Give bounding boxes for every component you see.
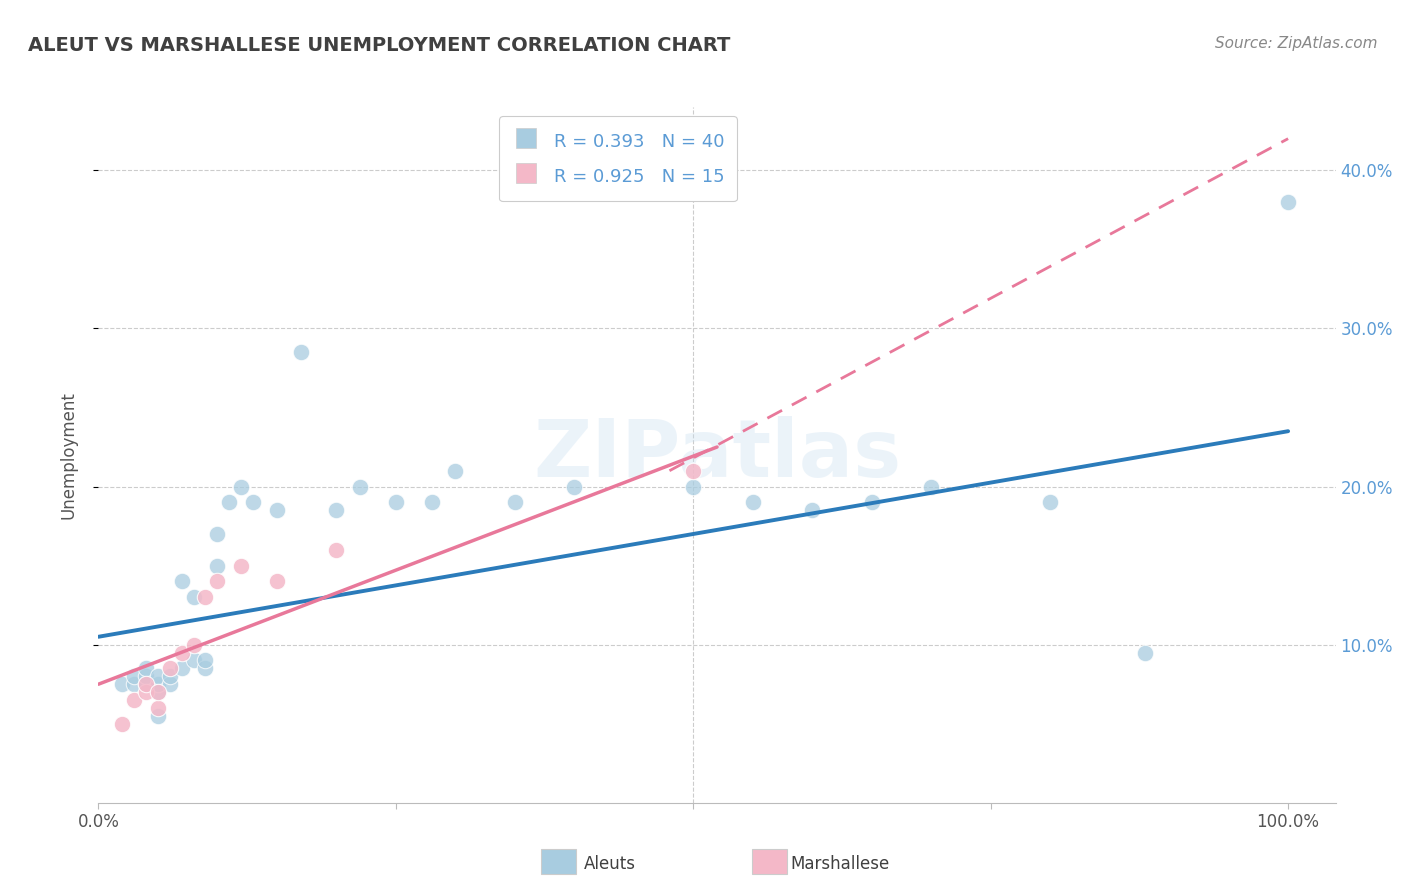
Text: Aleuts: Aleuts: [583, 855, 636, 873]
Point: [135, 685, 157, 699]
Point: [146, 669, 169, 683]
Point: [385, 495, 408, 509]
Text: Source: ZipAtlas.com: Source: ZipAtlas.com: [1215, 36, 1378, 51]
Point: [194, 591, 217, 605]
Point: [111, 677, 134, 691]
Point: [207, 527, 229, 541]
Point: [801, 503, 824, 517]
Point: [135, 669, 157, 683]
Y-axis label: Unemployment: Unemployment: [59, 391, 77, 519]
Point: [741, 495, 763, 509]
Point: [146, 708, 169, 723]
Point: [1135, 646, 1157, 660]
Point: [146, 685, 169, 699]
Point: [183, 638, 205, 652]
Point: [231, 479, 253, 493]
Point: [183, 591, 205, 605]
Legend: R = 0.393   N = 40, R = 0.925   N = 15: R = 0.393 N = 40, R = 0.925 N = 15: [499, 116, 737, 202]
Point: [122, 669, 145, 683]
Text: ALEUT VS MARSHALLESE UNEMPLOYMENT CORRELATION CHART: ALEUT VS MARSHALLESE UNEMPLOYMENT CORREL…: [28, 36, 731, 54]
Point: [266, 574, 288, 589]
Point: [325, 542, 347, 557]
Point: [170, 574, 193, 589]
Point: [122, 693, 145, 707]
Point: [135, 661, 157, 675]
Point: [207, 558, 229, 573]
Point: [920, 479, 942, 493]
Point: [682, 464, 704, 478]
Point: [170, 646, 193, 660]
Point: [860, 495, 883, 509]
Point: [444, 464, 467, 478]
Point: [290, 345, 312, 359]
Point: [135, 677, 157, 691]
Point: [159, 661, 181, 675]
Point: [146, 701, 169, 715]
Point: [146, 677, 169, 691]
Point: [207, 574, 229, 589]
Point: [111, 716, 134, 731]
Point: [170, 661, 193, 675]
Point: [242, 495, 264, 509]
Point: [266, 503, 288, 517]
Point: [503, 495, 526, 509]
Point: [183, 653, 205, 667]
Point: [146, 685, 169, 699]
Point: [231, 558, 253, 573]
Point: [325, 503, 347, 517]
Point: [135, 677, 157, 691]
Point: [159, 669, 181, 683]
Point: [682, 479, 704, 493]
Text: Marshallese: Marshallese: [790, 855, 890, 873]
Point: [159, 677, 181, 691]
Point: [122, 677, 145, 691]
Point: [349, 479, 371, 493]
Text: ZIPatlas: ZIPatlas: [533, 416, 901, 494]
Point: [194, 653, 217, 667]
Point: [194, 661, 217, 675]
Point: [562, 479, 585, 493]
Point: [1039, 495, 1062, 509]
Point: [420, 495, 443, 509]
Point: [218, 495, 240, 509]
Point: [1277, 194, 1299, 209]
